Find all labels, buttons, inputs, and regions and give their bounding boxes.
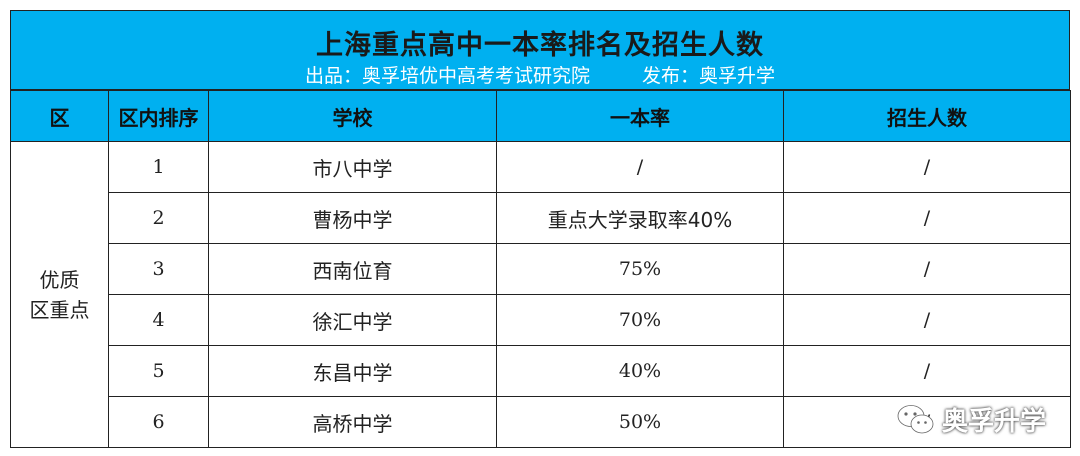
rank-cell: 5 <box>108 345 209 397</box>
school-cell: 曹杨中学 <box>208 192 497 244</box>
rank-cell: 4 <box>108 294 209 346</box>
region-label-line2: 区重点 <box>29 297 90 322</box>
column-header-rank: 区内排序 <box>108 90 209 142</box>
column-header-rate: 一本率 <box>496 90 784 142</box>
rank-cell: 1 <box>108 141 209 193</box>
wechat-icon <box>896 403 934 433</box>
rate-cell: 70% <box>496 294 784 346</box>
page-title: 上海重点高中一本率排名及招生人数 <box>316 30 764 61</box>
column-header-enrollment: 招生人数 <box>783 90 1071 142</box>
table-row: 6 高桥中学 50% / <box>11 396 1071 448</box>
table-row: 4 徐汇中学 70% / <box>11 294 1071 346</box>
column-header-region: 区 <box>10 90 109 142</box>
publisher-text: 发布：奥孚升学 <box>642 65 776 87</box>
enrollment-cell: / <box>783 243 1071 295</box>
enrollment-cell: / <box>783 192 1071 244</box>
enrollment-cell: / <box>783 396 1071 448</box>
watermark-text: 奥孚升学 <box>941 407 1046 437</box>
producer-text: 出品：奥孚培优中高考考试研究院 <box>304 65 590 87</box>
column-header-school: 学校 <box>208 90 497 142</box>
region-label-line1: 优质 <box>39 267 80 292</box>
rate-cell: / <box>496 141 784 193</box>
school-cell: 徐汇中学 <box>208 294 497 346</box>
school-cell: 西南位育 <box>208 243 497 295</box>
rate-cell: 75% <box>496 243 784 295</box>
school-cell: 高桥中学 <box>208 396 497 448</box>
table-header-row: 区 区内排序 学校 一本率 招生人数 <box>10 90 1071 142</box>
enrollment-cell: / <box>783 345 1071 397</box>
rank-cell: 2 <box>108 192 209 244</box>
rank-cell: 6 <box>108 396 209 448</box>
school-cell: 东昌中学 <box>208 345 497 397</box>
enrollment-cell: / <box>783 294 1071 346</box>
rate-cell: 重点大学录取率40% <box>496 192 784 244</box>
table-row: 3 西南位育 75% / <box>11 243 1071 295</box>
region-cell: 优质 区重点 <box>10 141 109 448</box>
ranking-table: 区 区内排序 学校 一本率 招生人数 优质 区重点 1 市八中学 / / 2 曹… <box>10 90 1071 448</box>
rank-cell: 3 <box>108 243 209 295</box>
rate-cell: 40% <box>496 345 784 397</box>
table-row: 2 曹杨中学 重点大学录取率40% / <box>11 192 1071 244</box>
subtitle: 出品：奥孚培优中高考考试研究院 发布：奥孚升学 <box>11 61 1069 88</box>
enrollment-cell: / <box>783 141 1071 193</box>
school-cell: 市八中学 <box>208 141 497 193</box>
header-banner: 上海重点高中一本率排名及招生人数 出品：奥孚培优中高考考试研究院 发布：奥孚升学 <box>10 10 1070 90</box>
table-row: 5 东昌中学 40% / <box>11 345 1071 397</box>
rate-cell: 50% <box>496 396 784 448</box>
table-row: 优质 区重点 1 市八中学 / / <box>10 141 1071 448</box>
watermark: 奥孚升学 <box>896 401 1046 438</box>
